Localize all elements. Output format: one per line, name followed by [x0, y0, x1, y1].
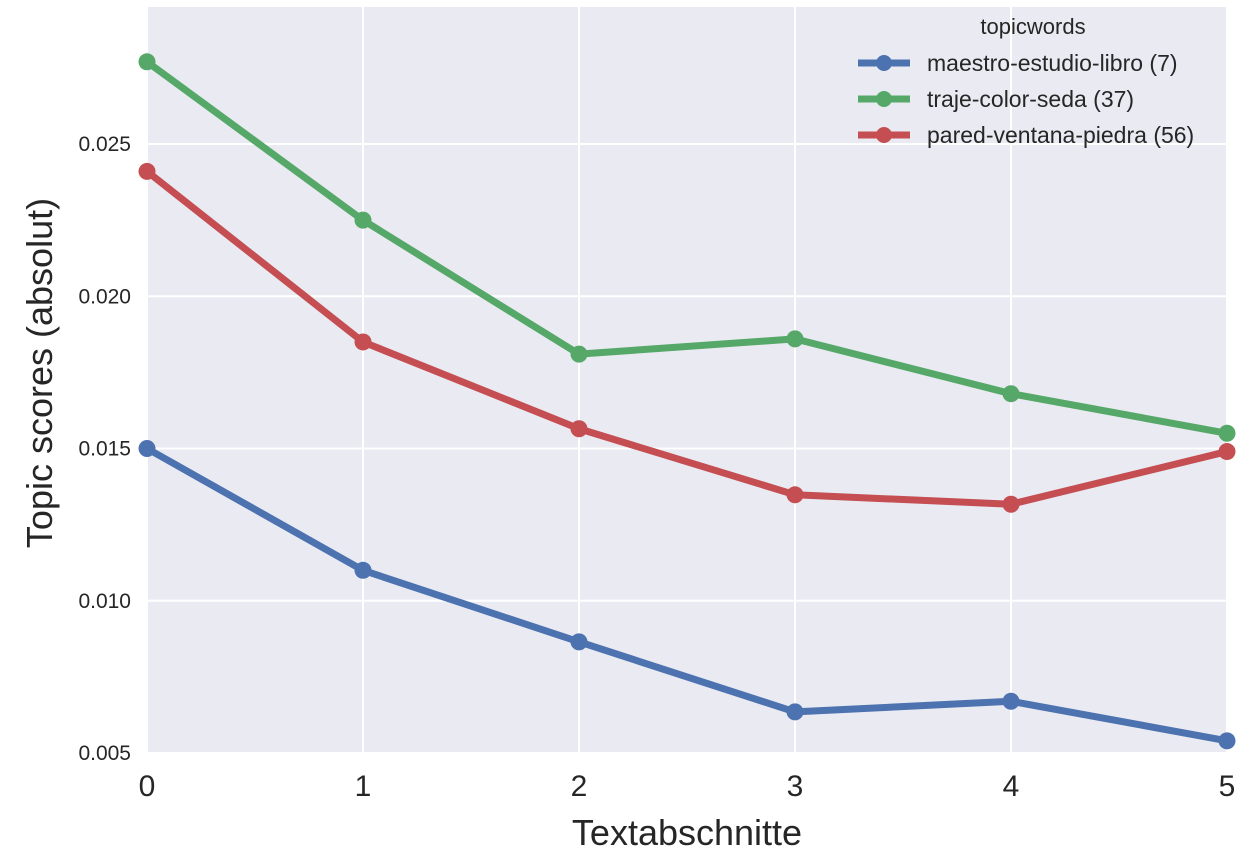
data-point: [354, 561, 372, 579]
x-tick-label: 4: [1003, 770, 1020, 803]
legend: topicwords maestro-estudio-libro (7) tra…: [858, 14, 1194, 148]
series-2: [138, 53, 1236, 442]
data-point: [138, 440, 156, 458]
legend-swatch-marker: [876, 127, 892, 143]
legend-label: traje-color-seda (37): [927, 86, 1134, 112]
series-line: [143, 58, 1231, 437]
legend-title: topicwords: [980, 14, 1085, 39]
data-point: [354, 211, 372, 229]
x-tick-label: 5: [1219, 770, 1236, 803]
series-line: [143, 167, 1231, 508]
data-point: [570, 420, 588, 438]
x-tick-label: 0: [139, 770, 156, 803]
legend-entry-2: traje-color-seda (37): [858, 86, 1134, 112]
series-1: [138, 440, 1236, 750]
series-layer: [138, 53, 1236, 750]
y-tick-label: 0.020: [78, 285, 131, 308]
data-point: [570, 633, 588, 651]
x-tick-label: 1: [355, 770, 372, 803]
legend-label: maestro-estudio-libro (7): [927, 50, 1178, 76]
data-point: [138, 162, 156, 180]
data-point: [786, 703, 804, 721]
data-point: [1002, 495, 1020, 513]
plot-area: [147, 7, 1227, 753]
data-point: [786, 330, 804, 348]
data-point: [138, 53, 156, 71]
x-tick-label: 3: [787, 770, 804, 803]
data-point: [1218, 732, 1236, 750]
y-tick-label: 0.010: [78, 590, 131, 613]
data-point: [1002, 385, 1020, 403]
series-line: [143, 445, 1231, 745]
x-axis-label: Textabschnitte: [572, 812, 802, 853]
legend-label: pared-ventana-piedra (56): [927, 122, 1194, 148]
y-axis-label: Topic scores (absolut): [19, 198, 60, 548]
y-tick-label: 0.005: [78, 742, 131, 765]
data-point: [1218, 443, 1236, 461]
data-point: [786, 486, 804, 504]
series-3: [138, 162, 1236, 513]
y-tick-labels: 0.005 0.010 0.015 0.020 0.025: [78, 133, 131, 765]
grid-lines: [146, 7, 1228, 754]
legend-entry-3: pared-ventana-piedra (56): [858, 122, 1194, 148]
y-tick-label: 0.015: [78, 438, 131, 461]
legend-swatch-marker: [876, 55, 892, 71]
data-point: [1218, 424, 1236, 442]
x-tick-label: 2: [571, 770, 588, 803]
legend-entry-1: maestro-estudio-libro (7): [858, 50, 1178, 76]
data-point: [354, 333, 372, 351]
data-point: [1002, 692, 1020, 710]
y-tick-label: 0.025: [78, 133, 131, 156]
data-point: [570, 345, 588, 363]
x-tick-labels: 0 1 2 3 4 5: [139, 770, 1236, 803]
legend-swatch-marker: [876, 91, 892, 107]
